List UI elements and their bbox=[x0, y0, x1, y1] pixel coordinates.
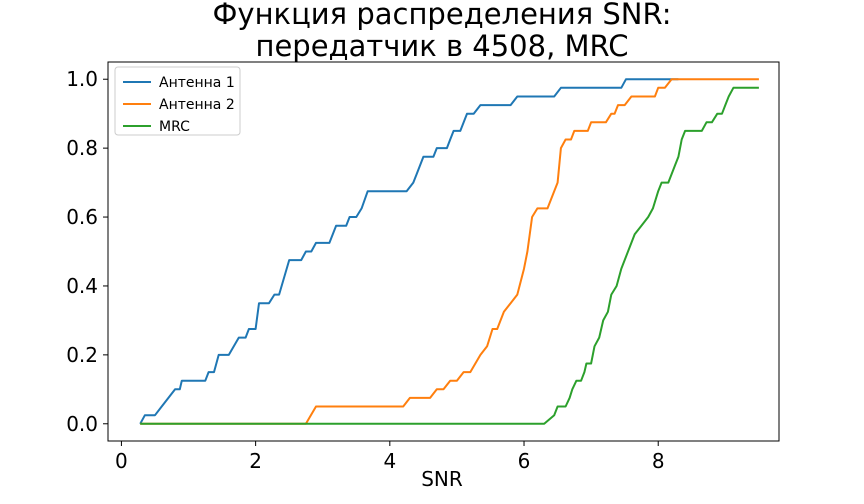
y-tick-label: 1.0 bbox=[66, 67, 98, 91]
legend-label: Антенна 1 bbox=[159, 75, 235, 91]
x-tick-label: 6 bbox=[518, 449, 531, 473]
x-tick-label: 4 bbox=[383, 449, 396, 473]
plot-area bbox=[107, 61, 780, 442]
y-tick-label: 0.4 bbox=[66, 274, 98, 298]
y-tick-label: 0.8 bbox=[66, 136, 98, 160]
axes-frame bbox=[107, 61, 780, 442]
legend-label: Антенна 2 bbox=[159, 97, 235, 113]
y-axis-ticks: 0.0 0.2 0.4 0.6 0.8 1.0 bbox=[66, 67, 108, 436]
series-line-3 bbox=[140, 86, 759, 425]
x-tick-label: 2 bbox=[249, 449, 262, 473]
y-tick-label: 0.6 bbox=[66, 205, 98, 229]
legend: Антенна 1 Антенна 2 MRC bbox=[114, 66, 241, 136]
y-tick-label: 0.2 bbox=[66, 343, 98, 367]
y-tick-label: 0.0 bbox=[66, 412, 98, 436]
series-line-1 bbox=[139, 78, 679, 425]
x-axis-ticks: 0 2 4 6 8 bbox=[115, 441, 665, 473]
legend-label: MRC bbox=[159, 119, 190, 135]
chart-title-line-1: Функция распределения SNR: bbox=[212, 0, 671, 31]
series-layer bbox=[139, 78, 759, 425]
x-tick-label: 8 bbox=[652, 449, 665, 473]
x-tick-label: 0 bbox=[115, 449, 128, 473]
x-axis-label: SNR bbox=[421, 467, 463, 491]
chart-title-line-2: передатчик в 4508, MRC bbox=[255, 29, 628, 63]
series-line-2 bbox=[140, 78, 759, 425]
legend-box bbox=[114, 66, 241, 136]
